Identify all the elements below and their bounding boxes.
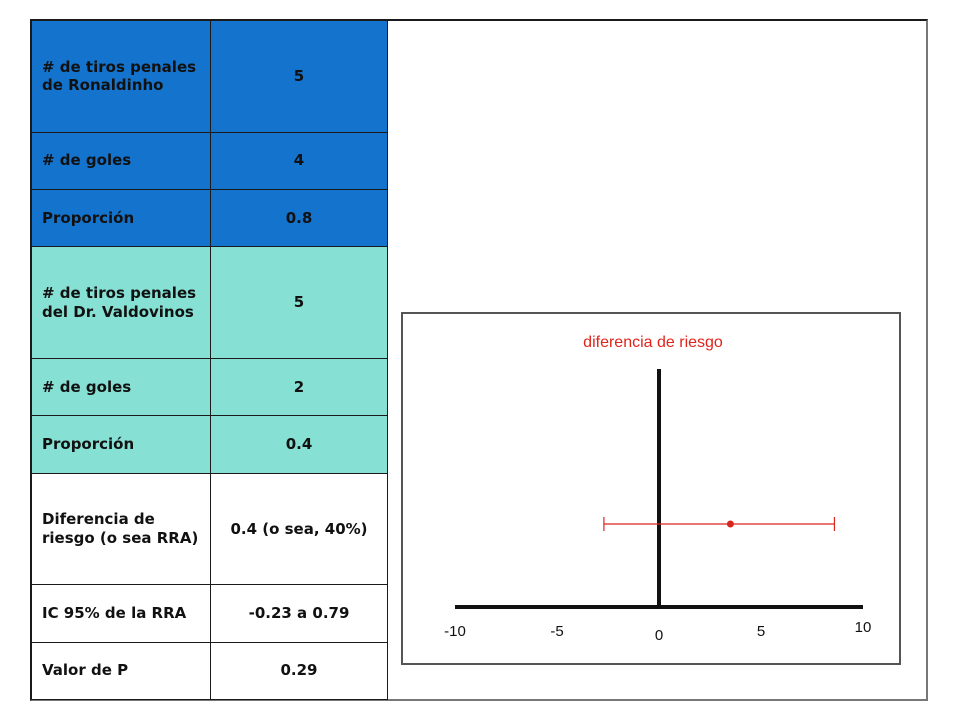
table-row: # de tiros penales del Dr. Valdovinos 5	[31, 246, 388, 359]
row-label: Proporción	[31, 188, 211, 248]
forest-plot: diferencia de riesgo -10 -5 0 5 10	[401, 312, 901, 665]
table-row: Proporción 0.8	[31, 188, 388, 248]
row-label: # de tiros penales del Dr. Valdovinos	[31, 246, 211, 359]
table-row: # de goles 2	[31, 357, 388, 417]
row-value: 0.4 (o sea, 40%)	[210, 472, 388, 586]
row-label: Proporción	[31, 415, 211, 474]
chart-title: diferencia de riesgo	[583, 334, 723, 351]
row-value: -0.23 a 0.79	[210, 584, 388, 643]
row-value: 0.4	[210, 415, 388, 474]
row-value: 5	[210, 20, 388, 133]
row-label: Valor de P	[31, 641, 211, 701]
row-value: 0.8	[210, 188, 388, 248]
row-label: Diferencia de riesgo (o sea RRA)	[31, 472, 211, 586]
point-estimate	[726, 520, 734, 528]
x-tick-label: 10	[855, 619, 872, 636]
row-value: 0.29	[210, 641, 388, 701]
row-label: IC 95% de la RRA	[31, 584, 211, 643]
table-row: Valor de P 0.29	[31, 641, 388, 701]
x-tick-label: -5	[550, 623, 563, 640]
row-value: 4	[210, 131, 388, 191]
stats-table: # de tiros penales de Ronaldinho 5 # de …	[31, 20, 388, 701]
x-tick-label: -10	[444, 623, 466, 640]
table-row: IC 95% de la RRA -0.23 a 0.79	[31, 584, 388, 643]
forest-plot-svg: diferencia de riesgo -10 -5 0 5 10	[444, 334, 872, 644]
x-tick-label: 5	[757, 623, 765, 640]
row-label: # de goles	[31, 131, 211, 191]
table-row: # de tiros penales de Ronaldinho 5	[31, 20, 388, 133]
table-row: Diferencia de riesgo (o sea RRA) 0.4 (o …	[31, 472, 388, 586]
row-label: # de goles	[31, 357, 211, 417]
row-value: 5	[210, 246, 388, 359]
row-label: # de tiros penales de Ronaldinho	[31, 20, 211, 133]
row-value: 2	[210, 357, 388, 417]
table-row: Proporción 0.4	[31, 415, 388, 474]
x-tick-label: 0	[655, 627, 663, 644]
table-row: # de goles 4	[31, 131, 388, 191]
